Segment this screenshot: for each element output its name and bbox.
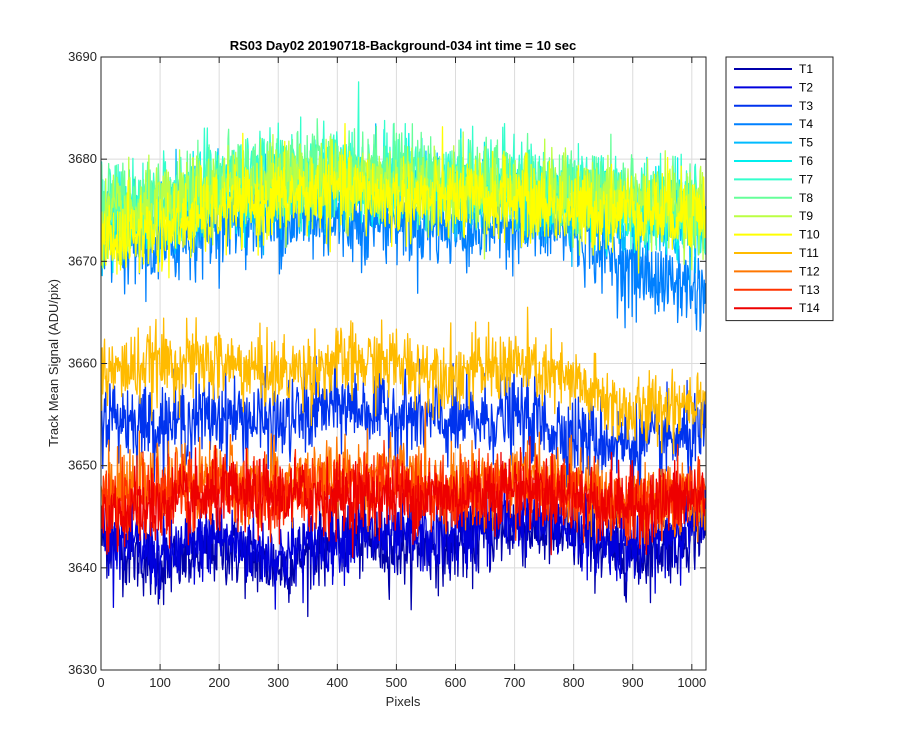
axis-ticks: 0 100 200 300 400 500 600 700 800 900 1000 3630 3640… <box>68 49 706 690</box>
legend-label: T7 <box>799 172 813 186</box>
x-tick-label: 600 <box>445 675 467 690</box>
legend-label: T10 <box>799 228 820 242</box>
x-tick-label: 400 <box>326 675 348 690</box>
y-tick-label: 3650 <box>68 458 97 473</box>
y-tick-label: 3670 <box>68 253 97 268</box>
x-axis-label: Pixels <box>386 694 421 709</box>
series-line-t14 <box>101 436 706 558</box>
legend-label: T12 <box>799 264 820 278</box>
x-tick-label: 1000 <box>677 675 706 690</box>
legend-label: T3 <box>799 99 813 113</box>
chart-title: RS03 Day02 20190718-Background-034 int t… <box>230 38 577 53</box>
x-tick-label: 0 <box>97 675 104 690</box>
x-tick-label: 800 <box>563 675 585 690</box>
x-tick-label: 100 <box>149 675 171 690</box>
y-tick-label: 3690 <box>68 49 97 64</box>
legend-label: T4 <box>799 117 813 131</box>
legend: T1 T2 T3 T4 T5 T6 T7 T8 T9 T10 T11 T12 T13 T14 <box>725 56 834 322</box>
y-tick-label: 3630 <box>68 662 97 677</box>
legend-label: T6 <box>799 154 813 168</box>
y-tick-label: 3680 <box>68 151 97 166</box>
x-tick-label: 200 <box>208 675 230 690</box>
series-line-t2 <box>101 479 706 610</box>
legend-label: T11 <box>799 246 819 260</box>
series-line-t10 <box>101 122 706 279</box>
series-line-t3 <box>101 350 706 502</box>
y-tick-label: 3660 <box>68 356 97 371</box>
y-axis-label: Track Mean Signal (ADU/pix) <box>46 279 61 447</box>
x-tick-label: 300 <box>267 675 289 690</box>
legend-label: T1 <box>799 62 813 76</box>
x-tick-label: 700 <box>504 675 526 690</box>
series-lines <box>101 81 706 618</box>
legend-label: T9 <box>799 209 813 223</box>
legend-box <box>725 56 834 322</box>
series-line-t11 <box>101 306 706 455</box>
legend-label: T8 <box>799 191 813 205</box>
legend-label: T2 <box>799 80 813 94</box>
x-tick-label: 500 <box>386 675 408 690</box>
legend-label: T5 <box>799 136 813 150</box>
legend-label: T13 <box>799 283 820 297</box>
y-tick-label: 3640 <box>68 560 97 575</box>
legend-label: T14 <box>799 301 820 315</box>
x-tick-label: 900 <box>622 675 644 690</box>
